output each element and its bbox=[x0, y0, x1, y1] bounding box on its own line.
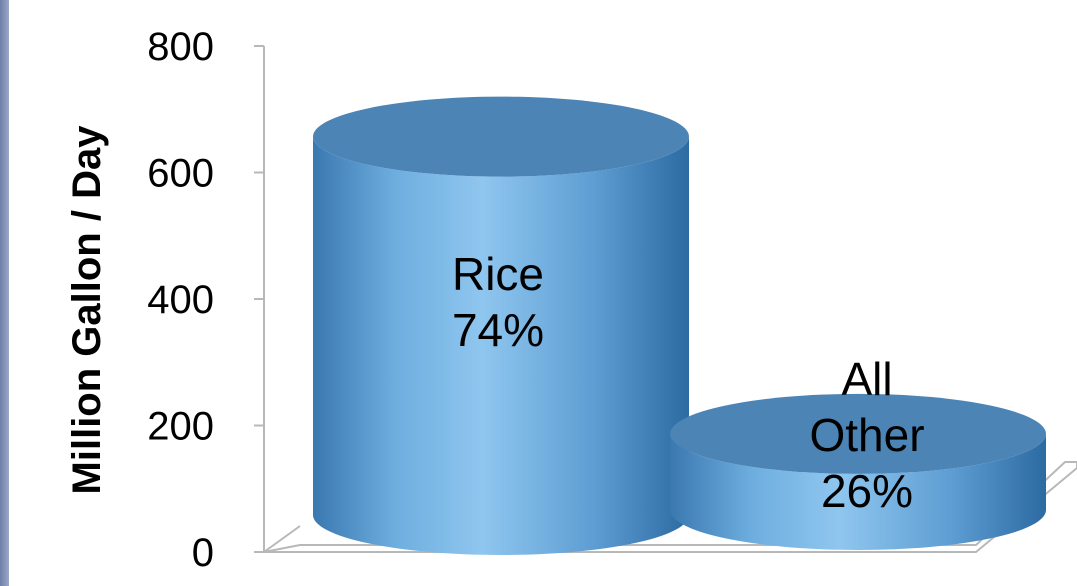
cylinder-top bbox=[670, 393, 1046, 474]
y-axis-title: Million Gallon / Day bbox=[65, 125, 109, 495]
cylinder-body bbox=[313, 136, 689, 555]
cylinder-body bbox=[670, 433, 1046, 550]
bar-data-label: 26% bbox=[821, 465, 913, 517]
bar-data-label: All bbox=[841, 353, 892, 405]
floor-edge bbox=[263, 525, 301, 553]
y-tick-label: 200 bbox=[147, 405, 214, 449]
cylinder-top bbox=[313, 96, 689, 177]
bar-data-label: Other bbox=[809, 409, 924, 461]
bar-data-label: Rice bbox=[452, 248, 544, 300]
y-tick-label: 600 bbox=[147, 152, 214, 196]
bar-data-label: 74% bbox=[452, 304, 544, 356]
y-tick-label: 400 bbox=[147, 278, 214, 322]
y-tick-label: 0 bbox=[192, 531, 214, 575]
ticks-layer: 0 200 400 600 800 bbox=[147, 25, 264, 575]
y-tick-label: 800 bbox=[147, 25, 214, 69]
left-edge-strip bbox=[0, 0, 9, 586]
